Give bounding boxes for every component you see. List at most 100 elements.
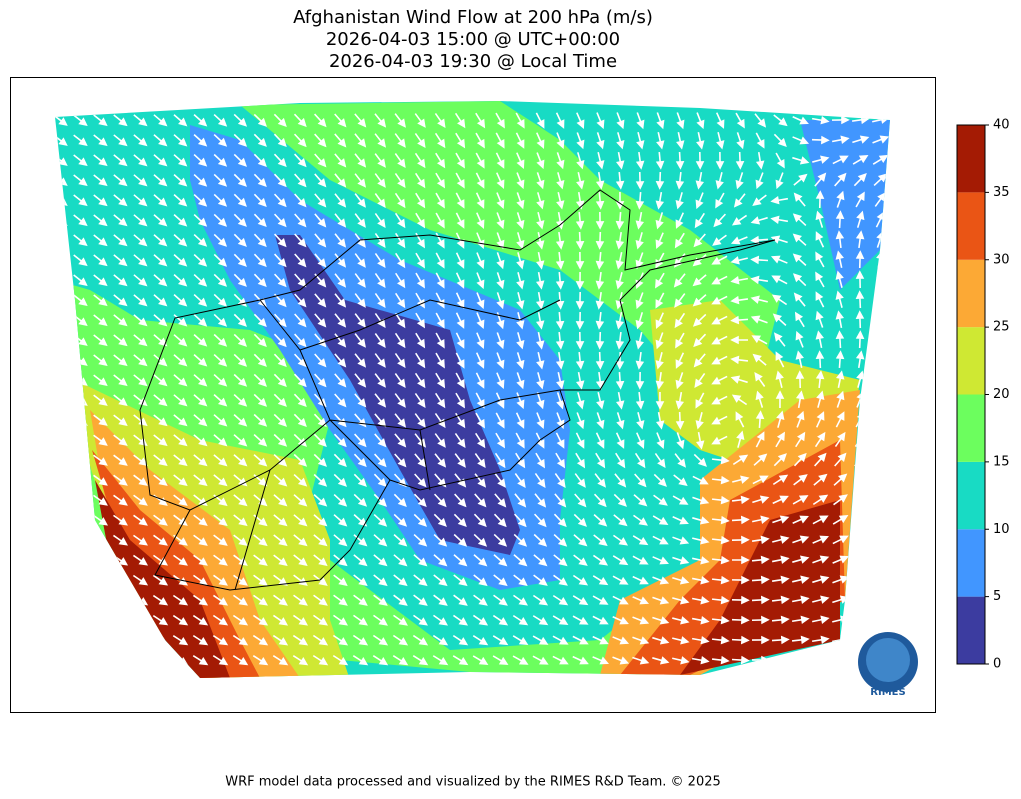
wind-arrow: [72, 494, 89, 506]
wind-arrow: [592, 635, 609, 645]
wind-arrow: [832, 514, 849, 525]
wind-arrow: [293, 113, 307, 128]
wind-arrow: [314, 113, 327, 128]
wind-arrow: [615, 391, 625, 410]
wind-arrow: [413, 554, 428, 567]
wind-arrow: [233, 454, 248, 467]
wind-arrow: [93, 174, 108, 187]
wind-arrow: [495, 432, 505, 449]
wind-arrow: [394, 413, 407, 428]
wind-arrow: [233, 353, 248, 367]
wind-arrow: [595, 351, 605, 370]
wind-arrow: [516, 352, 525, 370]
wind-arrow: [293, 453, 308, 467]
wind-arrow: [555, 251, 565, 270]
wind-arrow: [575, 271, 585, 290]
wind-arrow: [695, 431, 705, 450]
wind-arrow: [173, 474, 188, 487]
wind-arrow: [333, 574, 348, 587]
wind-arrow: [454, 453, 466, 468]
wind-arrow: [192, 655, 209, 666]
wind-arrow: [173, 454, 188, 467]
wind-arrow: [414, 113, 426, 128]
wind-arrow: [454, 493, 467, 508]
wind-arrow: [55, 514, 69, 526]
wind-arrow: [253, 173, 267, 188]
wind-arrow: [233, 133, 248, 147]
wind-arrow: [374, 153, 386, 168]
wind-arrow: [452, 655, 469, 666]
wind-arrow: [273, 373, 287, 387]
wind-arrow: [252, 614, 269, 626]
wind-arrow: [615, 252, 624, 270]
wind-arrow: [852, 135, 870, 144]
wind-arrow: [635, 391, 645, 410]
wind-arrow: [815, 271, 825, 288]
wind-arrow: [192, 614, 209, 626]
wind-arrow: [872, 534, 889, 545]
wind-arrow: [312, 634, 329, 646]
wind-arrow: [811, 115, 830, 125]
wind-arrow: [534, 493, 547, 508]
wind-arrow: [294, 193, 307, 208]
wind-arrow: [374, 393, 387, 408]
wind-arrow: [795, 330, 804, 348]
wind-arrow: [835, 310, 845, 329]
wind-arrow: [595, 371, 605, 390]
wind-arrow: [735, 151, 745, 170]
wind-arrow: [435, 392, 446, 409]
colorbar-tick-label: 5: [993, 589, 1001, 604]
wind-arrow: [314, 213, 327, 228]
wind-arrow: [652, 616, 670, 625]
wind-arrow: [750, 275, 769, 285]
wind-arrow: [711, 635, 730, 645]
wind-arrow: [193, 334, 208, 347]
wind-arrow: [374, 113, 387, 128]
wind-arrow: [352, 634, 369, 646]
wind-arrow: [814, 172, 827, 187]
wind-arrow: [472, 655, 489, 666]
wind-arrow: [831, 655, 850, 665]
wind-arrow: [372, 654, 389, 666]
wind-arrow: [755, 172, 764, 190]
wind-arrow: [613, 514, 628, 527]
wind-arrow: [354, 193, 366, 208]
wind-arrow: [752, 475, 769, 485]
wind-arrow: [715, 151, 725, 170]
wind-arrow: [834, 452, 847, 467]
wind-arrow: [113, 114, 128, 127]
wind-arrow: [773, 114, 788, 127]
wind-arrow: [553, 574, 568, 586]
wind-arrow: [750, 216, 768, 225]
wind-arrow: [213, 133, 228, 147]
wind-arrow: [496, 352, 505, 370]
wind-arrow: [173, 294, 188, 307]
wind-arrow: [55, 534, 69, 546]
wind-arrow: [692, 536, 710, 545]
wind-arrow: [834, 172, 847, 187]
wind-arrow: [374, 373, 386, 388]
wind-arrow: [876, 370, 885, 388]
wind-arrow: [612, 534, 629, 546]
wind-arrow: [811, 135, 830, 145]
wind-arrow: [213, 574, 228, 586]
wind-arrow: [815, 251, 825, 268]
wind-arrow: [711, 575, 730, 585]
wind-arrow: [192, 594, 209, 606]
wind-arrow: [153, 134, 168, 147]
wind-arrow: [496, 232, 505, 250]
wind-arrow: [233, 594, 249, 606]
wind-arrow: [173, 334, 188, 347]
wind-arrow: [152, 655, 169, 666]
wind-arrow: [435, 252, 445, 269]
wind-arrow: [731, 495, 750, 505]
wind-arrow: [693, 353, 706, 368]
wind-arrow: [655, 151, 665, 170]
wind-arrow: [730, 295, 749, 305]
wind-arrow: [153, 374, 168, 387]
wind-arrow: [313, 574, 328, 586]
wind-arrow: [493, 513, 507, 528]
wind-arrow: [595, 191, 605, 210]
wind-arrow: [553, 513, 567, 528]
wind-arrow: [392, 655, 409, 666]
